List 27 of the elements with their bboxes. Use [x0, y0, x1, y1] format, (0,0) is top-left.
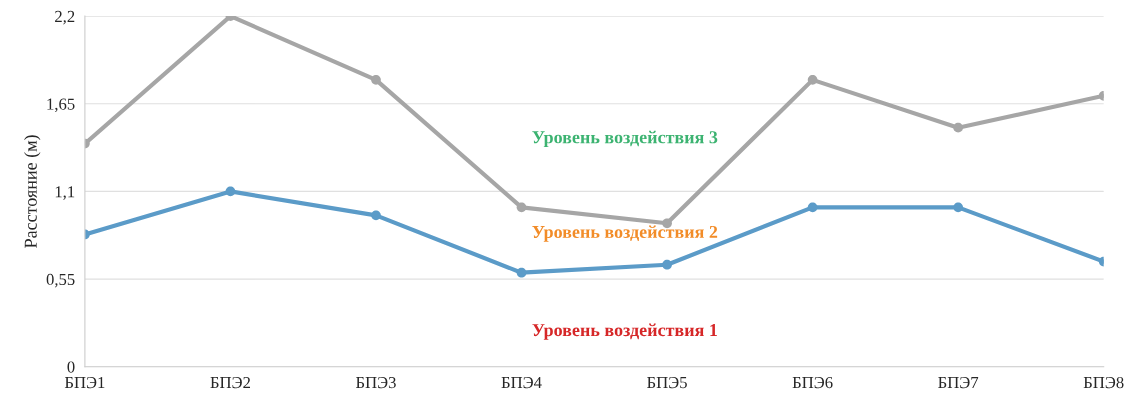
- point: [662, 259, 672, 270]
- x-tick-label: БПЭ4: [501, 376, 542, 389]
- point: [225, 186, 236, 197]
- x-tick-label: БПЭ8: [1083, 376, 1124, 389]
- x-tick-label: БПЭ3: [355, 376, 396, 389]
- x-tick-label: БПЭ6: [792, 376, 833, 389]
- annotation: Уровень воздействия 3: [532, 130, 718, 148]
- y-tick-label: 0: [67, 361, 75, 373]
- point: [371, 75, 381, 85]
- y-tick-label: 1,65: [47, 98, 75, 113]
- annotation: Уровень воздействия 2: [532, 225, 718, 242]
- point: [371, 210, 381, 221]
- y-tick-label: 2,2: [55, 10, 75, 25]
- point: [807, 75, 818, 85]
- point: [953, 122, 964, 133]
- point: [953, 202, 964, 213]
- annotation: Уровень воздействия 1: [532, 323, 717, 340]
- x-tick-label: БПЭ1: [64, 376, 105, 389]
- x-tick-label: БПЭ7: [938, 376, 979, 389]
- point: [516, 267, 527, 278]
- y-axis-title: Расстояние (м): [24, 135, 41, 248]
- y-tick-label: 0,55: [46, 273, 75, 288]
- x-tick-label: БПЭ5: [647, 376, 687, 389]
- point: [807, 202, 818, 213]
- y-tick-label: 1,1: [55, 186, 75, 200]
- x-tick-label: БПЭ2: [210, 376, 250, 389]
- point: [516, 202, 527, 213]
